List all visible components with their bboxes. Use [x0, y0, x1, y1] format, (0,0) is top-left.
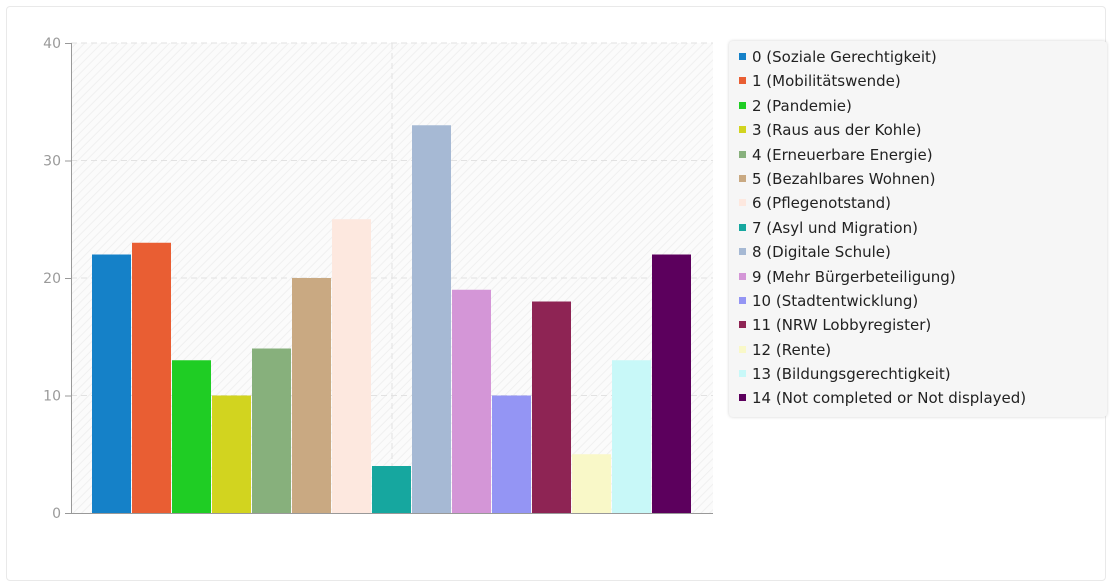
y-tick-label-2: 20 [43, 271, 61, 287]
bar-7[interactable] [372, 466, 411, 513]
legend-label-6: 6 (Pflegenotstand) [752, 194, 891, 213]
legend-label-9: 9 (Mehr Bürgerbeteiligung) [752, 267, 956, 286]
bar-3[interactable] [212, 395, 251, 514]
legend-swatch-11 [739, 321, 746, 329]
legend-swatch-9 [739, 272, 746, 280]
legend-swatch-2 [739, 101, 746, 109]
legend-item-1[interactable]: 1 (Mobilitätswende) [739, 69, 1107, 93]
bar-4[interactable] [252, 348, 291, 514]
legend-item-5[interactable]: 5 (Bezahlbares Wohnen) [739, 167, 1107, 191]
legend-swatch-4 [739, 150, 746, 158]
bar-1[interactable] [132, 242, 171, 513]
legend-label-11: 11 (NRW Lobbyregister) [752, 316, 932, 335]
legend-label-1: 1 (Mobilitätswende) [752, 72, 901, 91]
bars [92, 125, 691, 513]
bar-6[interactable] [332, 219, 371, 513]
grid-lines [71, 42, 713, 513]
legend-label-13: 13 (Bildungsgerechtigkeit) [752, 365, 951, 384]
bar-8[interactable] [412, 125, 451, 513]
legend-swatch-8 [739, 248, 746, 256]
y-tick-label-1: 10 [43, 389, 61, 405]
legend-swatch-13 [739, 370, 746, 378]
legend-item-10[interactable]: 10 (Stadtentwicklung) [739, 289, 1107, 313]
legend-item-12[interactable]: 12 (Rente) [739, 338, 1107, 362]
legend-swatch-1 [739, 77, 746, 85]
legend-swatch-10 [739, 296, 746, 304]
bar-5[interactable] [292, 278, 331, 513]
legend: 0 (Soziale Gerechtigkeit) 1 (Mobilitätswe… [729, 41, 1107, 417]
y-tick-labels: 0 10 20 30 40 [43, 36, 61, 522]
legend-label-12: 12 (Rente) [752, 340, 832, 359]
legend-item-7[interactable]: 7 (Asyl und Migration) [739, 216, 1107, 240]
legend-item-8[interactable]: 8 (Digitale Schule) [739, 240, 1107, 264]
bar-14[interactable] [652, 254, 691, 514]
bar-11[interactable] [532, 301, 571, 514]
legend-label-4: 4 (Erneuerbare Energie) [752, 145, 933, 164]
y-tick-label-3: 30 [43, 154, 61, 170]
y-tick-label-4: 40 [43, 36, 61, 52]
legend-swatch-3 [739, 126, 746, 134]
legend-label-0: 0 (Soziale Gerechtigkeit) [752, 48, 937, 66]
legend-swatch-6 [739, 199, 746, 207]
legend-label-2: 2 (Pandemie) [752, 96, 852, 115]
bar-2[interactable] [172, 360, 211, 513]
legend-swatch-5 [739, 174, 746, 182]
bar-0[interactable] [92, 254, 131, 514]
bar-13[interactable] [612, 360, 651, 513]
legend-swatch-14 [739, 394, 746, 402]
legend-label-14: 14 (Not completed or Not displayed) [752, 389, 1027, 408]
bar-12[interactable] [572, 454, 611, 513]
legend-item-6[interactable]: 6 (Pflegenotstand) [739, 191, 1107, 215]
legend-swatch-7 [739, 223, 746, 231]
legend-swatch-0 [739, 53, 746, 60]
legend-label-3: 3 (Raus aus der Kohle) [752, 121, 922, 140]
legend-item-11[interactable]: 11 (NRW Lobbyregister) [739, 313, 1107, 337]
legend-item-3[interactable]: 3 (Raus aus der Kohle) [739, 118, 1107, 142]
legend-item-0[interactable]: 0 (Soziale Gerechtigkeit) [739, 45, 1107, 69]
y-tick-label-0: 0 [52, 506, 61, 522]
legend-label-8: 8 (Digitale Schule) [752, 243, 891, 262]
legend-label-5: 5 (Bezahlbares Wohnen) [752, 169, 936, 188]
legend-item-9[interactable]: 9 (Mehr Bürgerbeteiligung) [739, 265, 1107, 289]
bar-10[interactable] [492, 395, 531, 514]
axes [65, 43, 713, 514]
legend-item-13[interactable]: 13 (Bildungsgerechtigkeit) [739, 362, 1107, 386]
legend-label-10: 10 (Stadtentwicklung) [752, 291, 919, 310]
legend-item-4[interactable]: 4 (Erneuerbare Energie) [739, 143, 1107, 167]
legend-label-7: 7 (Asyl und Migration) [752, 218, 918, 237]
legend-item-2[interactable]: 2 (Pandemie) [739, 94, 1107, 118]
legend-swatch-12 [739, 345, 746, 353]
bar-9[interactable] [452, 289, 491, 513]
legend-item-14[interactable]: 14 (Not completed or Not displayed) [739, 386, 1107, 410]
